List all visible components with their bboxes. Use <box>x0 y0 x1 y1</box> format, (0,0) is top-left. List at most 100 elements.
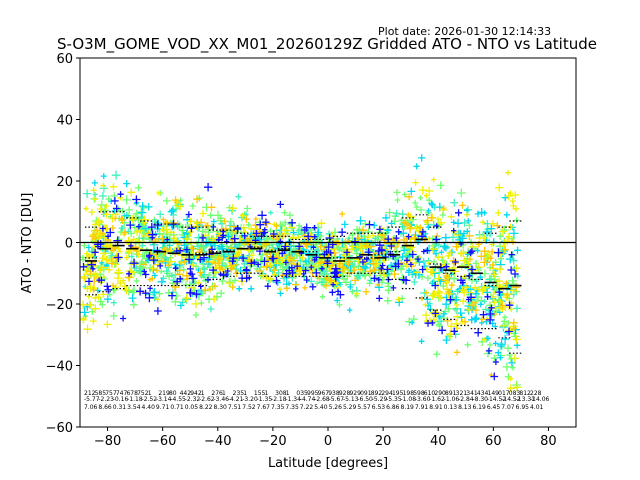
x-tick-label: 20 <box>375 434 392 449</box>
y-tick-label: 0 <box>65 237 73 252</box>
stat-std: 8.91 <box>429 404 443 411</box>
x-tick-label: 0 <box>324 434 332 449</box>
stat-mean: -14.52 <box>501 396 521 403</box>
stat-std: 7.91 <box>415 404 429 411</box>
stat-std: 5.26 <box>329 404 343 411</box>
stat-std: 8.66 <box>98 404 112 411</box>
stat-count: 212 <box>84 390 96 397</box>
stat-mean: -2.23 <box>98 396 114 403</box>
stat-std: 6.53 <box>372 404 386 411</box>
stat-mean: -14.06 <box>530 396 550 403</box>
stat-mean: -1.18 <box>127 396 143 403</box>
stat-count: 585 <box>95 390 107 397</box>
stat-count: 892 <box>371 390 383 397</box>
stat-count: 1 <box>201 390 205 397</box>
stat-count: 228 <box>530 390 542 397</box>
stat-std: 5.57 <box>357 404 371 411</box>
stat-std: 7.52 <box>242 404 256 411</box>
stat-count: 757 <box>105 390 117 397</box>
stat-mean: -4.74 <box>300 396 316 403</box>
stat-mean: -5.77 <box>84 396 100 403</box>
y-tick-label: −20 <box>46 298 73 313</box>
stat-mean: -14.52 <box>487 396 507 403</box>
stat-count: 80 <box>169 390 177 397</box>
stat-mean: -5.13 <box>343 396 359 403</box>
stat-std: 7.35 <box>271 404 285 411</box>
stat-mean: -8.30 <box>472 396 488 403</box>
stat-std: 4.40 <box>142 404 156 411</box>
stat-std: 6.95 <box>516 404 530 411</box>
stat-count: 235 <box>233 390 245 397</box>
y-tick-label: 40 <box>56 114 73 129</box>
stat-count: 938 <box>328 390 340 397</box>
x-tick-label: −80 <box>94 434 121 449</box>
y-tick-label: 20 <box>56 175 73 190</box>
scatter-points <box>79 154 522 393</box>
stat-count: 967 <box>318 390 330 397</box>
stat-count: 035 <box>296 390 308 397</box>
x-tick-label: 80 <box>540 434 557 449</box>
stat-mean: -3.60 <box>415 396 431 403</box>
stat-count: 752 <box>137 390 149 397</box>
stat-count: 1 <box>243 390 247 397</box>
scatter-series-4 <box>86 193 521 378</box>
stat-count: 942 <box>190 390 202 397</box>
stat-std: 7.07 <box>501 404 515 411</box>
stat-std: 8.13 <box>458 404 472 411</box>
plot-date: Plot date: 2026-01-30 12:14:33 <box>378 25 551 38</box>
stat-std: 8.30 <box>213 404 227 411</box>
stat-mean: -5.29 <box>372 396 388 403</box>
y-tick-label: −40 <box>46 360 73 375</box>
stat-count: 928 <box>339 390 351 397</box>
stat-count: 929 <box>349 390 361 397</box>
x-tick-label: −60 <box>149 434 176 449</box>
stat-std: 9.71 <box>156 404 170 411</box>
stat-mean: -3.14 <box>156 396 172 403</box>
stat-std: 7.35 <box>285 404 299 411</box>
stat-std: 5.29 <box>343 404 357 411</box>
stat-mean: -2.84 <box>458 396 474 403</box>
stat-count: 219 <box>158 390 170 397</box>
stat-mean: -13.31 <box>516 396 536 403</box>
scatter-series-5 <box>79 183 519 381</box>
stat-count: 083 <box>509 390 521 397</box>
x-tick-label: −20 <box>259 434 286 449</box>
stat-count: 017 <box>498 390 510 397</box>
stats-table: 212 585 757 747 678 752 1 219 80 442 942 1 276 1 235 1 1… <box>84 390 550 411</box>
x-tick-label: −40 <box>204 434 231 449</box>
stat-count: 747 <box>116 390 128 397</box>
x-axis-label: Latitude [degrees] <box>268 456 388 471</box>
stat-mean: -1.62 <box>429 396 445 403</box>
stat-std: 3.54 <box>127 404 141 411</box>
stat-count: 195 <box>392 390 404 397</box>
x-axis: −80 −60 −40 −20 0 20 40 60 80 <box>94 427 557 449</box>
stat-std: 0.71 <box>170 404 184 411</box>
stat-count: 610 <box>424 390 436 397</box>
stat-std: 7.67 <box>257 404 271 411</box>
stat-count: 442 <box>180 390 192 397</box>
stat-mean: -5.35 <box>386 396 402 403</box>
stat-count: 276 <box>211 390 223 397</box>
stat-count: 321 <box>456 390 468 397</box>
stat-std: 8.22 <box>199 404 213 411</box>
stat-mean: -1.08 <box>401 396 417 403</box>
stat-std: 7.22 <box>300 404 314 411</box>
stat-count: 308 <box>275 390 287 397</box>
stat-std: 6.19 <box>472 404 486 411</box>
chart-title: S-O3M_GOME_VOD_XX_M01_20260129Z Gridded … <box>57 35 597 54</box>
stat-std: 0.31 <box>113 404 127 411</box>
y-axis-label: ATO - NTO [DU] <box>20 193 35 294</box>
stat-mean: -1.35 <box>257 396 273 403</box>
stat-std: 7.06 <box>84 404 98 411</box>
y-axis: −60 −40 −20 0 20 40 60 <box>46 52 80 436</box>
stat-mean: -2.68 <box>314 396 330 403</box>
stat-count: 812 <box>519 390 531 397</box>
stat-count: 995 <box>307 390 319 397</box>
stat-count: 891 <box>445 390 457 397</box>
stat-mean: -4.21 <box>228 396 244 403</box>
y-tick-label: 60 <box>56 52 73 67</box>
stat-count: 155 <box>254 390 266 397</box>
stat-std: 6.86 <box>386 404 400 411</box>
stat-count: 290 <box>434 390 446 397</box>
